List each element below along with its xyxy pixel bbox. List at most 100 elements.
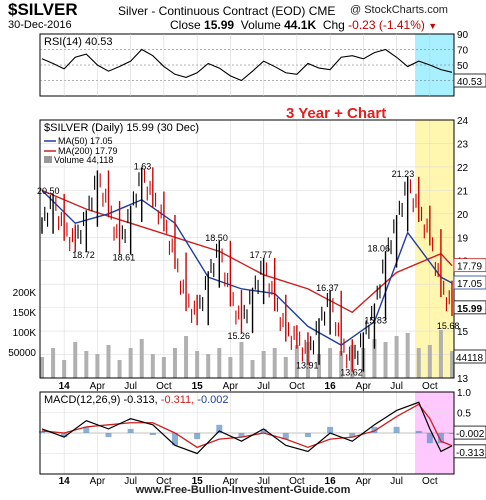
volume-bar	[84, 351, 89, 378]
macd-title-name: MACD(12,26,9)	[44, 394, 120, 406]
rsi-tick-label: 50	[457, 61, 469, 72]
macd-x-tick: Apr	[356, 476, 372, 487]
macd-x-tick: 14	[59, 476, 71, 487]
rsi-tick-label: 90	[457, 30, 469, 41]
macd-title-signal: -0.311,	[161, 394, 194, 406]
instrument-description: Silver - Continuous Contract (EOD) CME	[118, 4, 335, 18]
price-annotation: 18.61	[113, 252, 136, 262]
macd-right-label: -0.313	[456, 448, 485, 459]
price-x-tick: Oct	[289, 381, 305, 392]
price-right-box	[453, 300, 486, 315]
volume-bar	[228, 357, 233, 378]
macd-panel: MACD(12,26,9) -0.313, -0.311, -0.002 1.0…	[39, 388, 486, 487]
macd-hist-bar	[61, 433, 68, 438]
macd-hist-bar	[127, 428, 134, 433]
volume-bar	[339, 351, 344, 378]
price-x-tick: 14	[59, 381, 71, 392]
rsi-title: RSI(14) 40.53	[44, 36, 112, 48]
volume-bar	[294, 345, 299, 378]
volume-tick-label: 100K	[13, 328, 37, 339]
macd-hist-bar	[393, 426, 400, 433]
volume-tick-label: 200K	[13, 288, 37, 299]
volume-bar	[427, 345, 432, 378]
price-annotation: 13.91	[296, 361, 319, 371]
price-x-tick: Apr	[90, 381, 106, 392]
macd-hist-bar	[437, 433, 444, 444]
volume-current-box	[453, 349, 486, 364]
ticker-symbol: $SILVER	[8, 0, 78, 19]
volume-bar	[161, 357, 166, 378]
macd-title-hist: -0.002	[197, 394, 228, 406]
price-x-tick: Jul	[257, 381, 270, 392]
macd-hist-bar	[194, 433, 201, 440]
rsi-tick-label: 70	[457, 46, 469, 57]
volume-bar	[172, 348, 177, 378]
stockcharts-brand[interactable]: @ StockCharts.com	[350, 4, 448, 16]
price-bars	[41, 167, 453, 372]
price-annotation: 18.50	[205, 233, 228, 243]
volume-bar	[195, 351, 200, 378]
down-arrow-icon: ▼	[428, 21, 438, 31]
volume-bar	[217, 348, 222, 378]
price-legend-title: $SILVER (Daily) 15.99 (30 Dec)	[44, 122, 199, 134]
ma50-legend-label: MA(50) 17.05	[58, 136, 113, 146]
volume-bar	[40, 357, 44, 378]
price-x-tick: Apr	[223, 381, 239, 392]
price-right-box	[453, 258, 486, 273]
macd-hist-bar	[371, 426, 378, 433]
macd-hist-bar	[260, 428, 267, 433]
price-annotation: 20.50	[37, 186, 60, 196]
price-x-tick: 16	[325, 381, 337, 392]
volume-bar	[62, 360, 67, 378]
volume-bar	[272, 348, 277, 378]
volume-current-label: 44118	[456, 353, 484, 364]
price-annotation: 18.06	[368, 243, 391, 253]
price-bg	[40, 120, 454, 378]
volume-bar	[438, 330, 443, 378]
volume-bar	[283, 357, 288, 378]
macd-right-box	[453, 444, 486, 459]
macd-hist-bar	[83, 426, 90, 433]
macd-x-tick: Oct	[156, 476, 172, 487]
macd-histogram	[39, 424, 455, 446]
volume-legend-label: Volume 44,118	[54, 155, 113, 165]
price-tick-label: 24	[457, 116, 469, 127]
price-x-tick: Oct	[422, 381, 438, 392]
macd-x-tick: Oct	[422, 476, 438, 487]
macd-hist-bar	[105, 433, 112, 438]
volume-bar	[106, 345, 111, 378]
price-annotation: 13.62	[340, 367, 363, 377]
price-highlight	[415, 120, 454, 378]
macd-hist-bar	[415, 430, 422, 433]
macd-x-tick: Oct	[289, 476, 305, 487]
volume-bar	[150, 354, 155, 378]
macd-hist-bar	[171, 433, 178, 446]
macd-hist-bar	[449, 433, 455, 434]
volume-tick-label: 150K	[13, 308, 37, 319]
macd-right-labels: -0.002 -0.313	[453, 425, 486, 459]
volume-bar	[328, 348, 333, 378]
price-tick-label: 19	[457, 233, 469, 244]
price-x-tick: Apr	[356, 381, 372, 392]
macd-main-line	[41, 401, 453, 455]
price-x-tick: Oct	[156, 381, 172, 392]
price-tick-label: 21	[457, 186, 469, 197]
description-text: Silver - Continuous Contract (EOD)	[118, 4, 306, 18]
macd-title-value: -0.313,	[123, 394, 157, 406]
quote-line: Close 15.99 Volume 44.1K Chg -0.23 (-1.4…	[170, 18, 437, 32]
macd-right-label: -0.002	[456, 429, 485, 440]
chart-header: $SILVER Silver - Continuous Contract (EO…	[0, 0, 486, 32]
macd-hist-bar	[238, 433, 245, 438]
price-x-tick: 15	[192, 381, 204, 392]
ma200-legend-label: MA(200) 17.79	[58, 146, 118, 156]
volume-label: Volume	[240, 18, 281, 32]
volume-legend-swatch	[44, 156, 52, 163]
price-tick-label: 22	[457, 163, 469, 174]
macd-hist-bar	[327, 426, 334, 433]
macd-x-tick: Apr	[223, 476, 239, 487]
price-x-tick: Jul	[390, 381, 403, 392]
footer-url[interactable]: www.Free-Bullion-Investment-Guide.com	[135, 484, 351, 496]
macd-x-tick: Jul	[390, 476, 403, 487]
macd-x-tick: 16	[325, 476, 337, 487]
